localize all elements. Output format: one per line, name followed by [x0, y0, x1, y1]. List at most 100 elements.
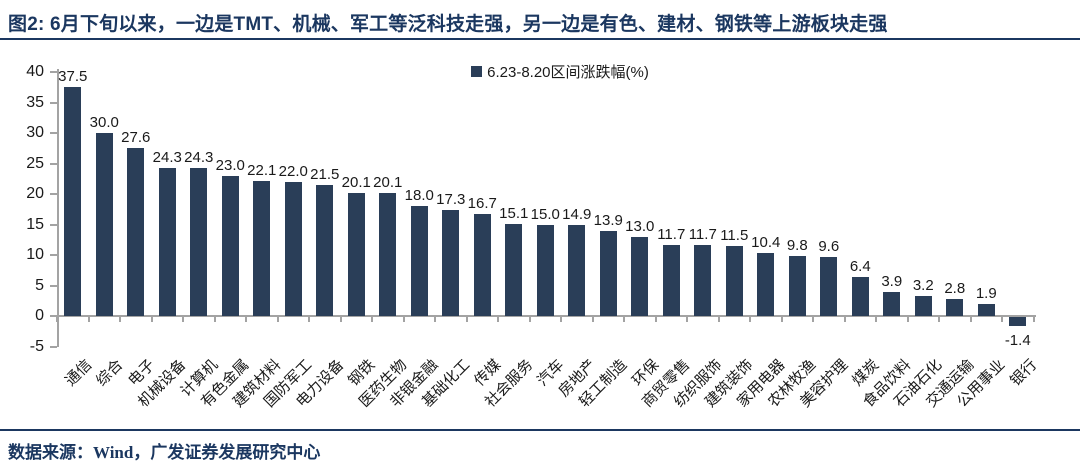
bar — [662, 244, 680, 316]
x-tick — [875, 317, 877, 322]
bar — [725, 245, 743, 316]
x-category-label: 银行 — [1006, 356, 1041, 390]
bar — [127, 147, 145, 316]
bar — [788, 256, 806, 316]
data-source: 数据来源：Wind，广发证券发展研究中心 — [8, 443, 321, 462]
bar-value-label: 14.9 — [562, 206, 592, 224]
bar-value-label: 17.3 — [436, 191, 466, 209]
y-tick-label: 0 — [35, 307, 44, 324]
x-tick — [339, 317, 342, 322]
bar — [883, 292, 901, 316]
bar-value-label: 22.0 — [278, 162, 308, 180]
y-tick — [50, 71, 57, 73]
x-tick — [654, 317, 657, 322]
footer-divider — [0, 429, 1080, 431]
x-tick — [812, 317, 814, 322]
x-tick — [56, 317, 58, 322]
bar — [820, 257, 838, 316]
y-tick-label: -5 — [29, 337, 44, 355]
y-tick — [50, 223, 57, 226]
bar-value-label: 30.0 — [89, 114, 119, 131]
bar — [221, 175, 239, 316]
bar — [946, 298, 964, 316]
x-tick — [465, 317, 468, 322]
bar — [757, 252, 775, 316]
chart-legend: 6.23-8.20区间涨跌幅(%) — [0, 61, 1080, 82]
x-tick — [245, 317, 247, 322]
bar-value-label: 20.1 — [341, 174, 371, 192]
bar — [851, 276, 869, 316]
y-tick — [50, 254, 57, 256]
x-tick — [371, 317, 373, 322]
y-tick — [50, 193, 57, 195]
bar — [473, 214, 491, 316]
figure-title: 图2: 6月下旬以来，一边是TMT、机械、军工等泛科技走强，另一边是有色、建材、… — [8, 14, 888, 35]
y-tick — [50, 315, 57, 317]
title-divider — [0, 38, 1080, 40]
bar-value-label: 13.0 — [625, 217, 655, 235]
x-tick — [308, 317, 310, 322]
bar — [284, 181, 302, 316]
x-tick — [591, 317, 594, 322]
bar — [379, 193, 397, 316]
bar-value-label: 21.5 — [310, 165, 340, 183]
x-tick — [528, 317, 531, 322]
legend-swatch — [471, 66, 483, 77]
x-tick — [843, 317, 846, 322]
x-tick — [906, 317, 909, 322]
x-tick — [780, 317, 783, 322]
bar-value-label: 11.7 — [657, 225, 686, 243]
y-tick-label: 20 — [26, 185, 44, 202]
y-tick — [50, 101, 57, 104]
bar-value-label: 10.4 — [751, 233, 781, 251]
x-tick — [749, 317, 751, 322]
y-axis-line — [57, 69, 59, 347]
y-tick-label: 15 — [26, 215, 44, 233]
bar — [253, 181, 271, 316]
x-tick — [213, 317, 216, 322]
bar-value-label: 37.5 — [58, 68, 88, 86]
bar-value-label: 3.9 — [881, 273, 903, 291]
x-tick — [402, 317, 405, 322]
x-tick — [623, 317, 625, 322]
bar — [568, 225, 586, 316]
y-tick-label: 35 — [26, 93, 44, 111]
bar-value-label: 20.1 — [373, 174, 403, 192]
bar-value-label: -1.4 — [1004, 331, 1031, 349]
x-tick — [1001, 317, 1003, 322]
bar-value-label: 2.8 — [944, 279, 966, 297]
bar-value-label: 27.6 — [121, 128, 151, 146]
bar — [1009, 317, 1027, 326]
bar — [316, 184, 334, 316]
bar-value-label: 6.4 — [849, 257, 871, 275]
y-tick-label: 25 — [26, 154, 44, 172]
bar-value-label: 23.0 — [215, 156, 245, 174]
bar-value-label: 22.1 — [247, 162, 277, 180]
bar-value-label: 3.2 — [912, 277, 934, 295]
y-tick-label: 10 — [26, 246, 44, 263]
x-tick — [938, 317, 940, 322]
x-tick — [686, 317, 688, 322]
x-axis-line — [57, 315, 1036, 317]
x-tick — [119, 317, 121, 322]
bar-value-label: 18.0 — [404, 187, 434, 205]
y-tick — [50, 284, 57, 287]
bar — [599, 231, 617, 316]
bar — [442, 210, 460, 316]
y-tick — [50, 132, 57, 134]
x-tick — [150, 317, 153, 322]
x-tick — [276, 317, 279, 322]
bar — [64, 87, 82, 316]
bar-value-label: 11.5 — [720, 226, 749, 244]
x-tick — [717, 317, 720, 322]
x-tick — [1032, 317, 1035, 322]
bar — [631, 236, 649, 316]
bar-value-label: 24.3 — [184, 148, 214, 166]
bar-value-label: 1.9 — [975, 285, 997, 303]
bar — [158, 167, 176, 316]
y-tick — [50, 345, 57, 348]
y-tick-label: 30 — [26, 124, 44, 141]
bar — [977, 304, 995, 316]
x-tick — [182, 317, 184, 322]
